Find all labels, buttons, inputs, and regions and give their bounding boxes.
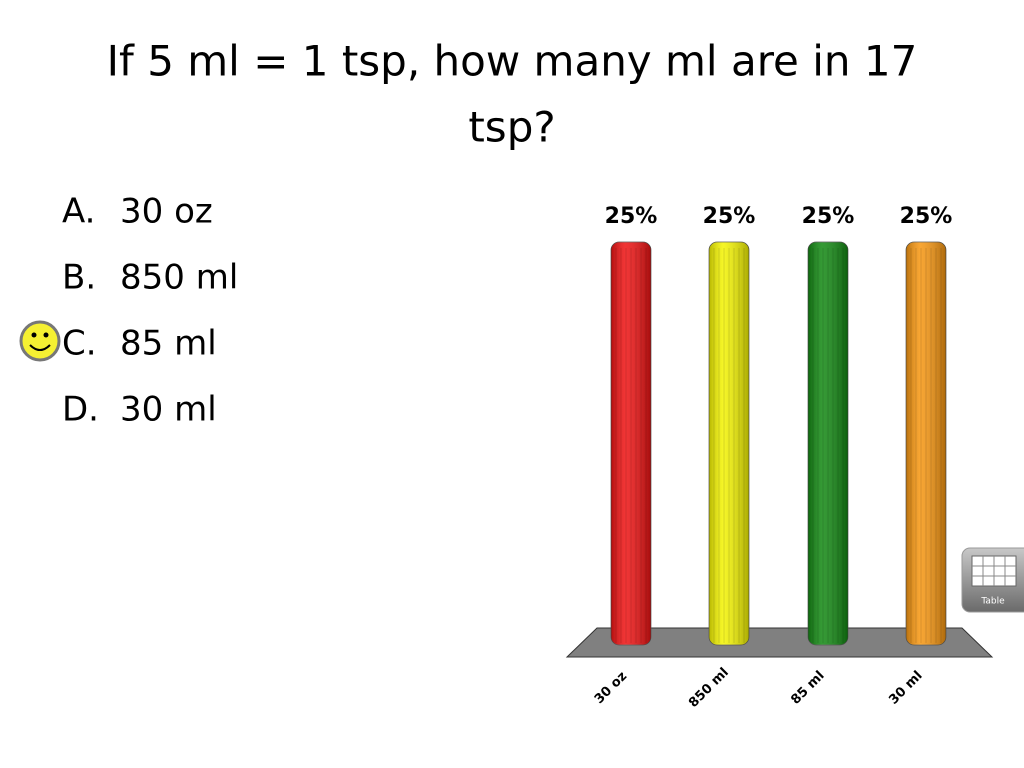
option-text: 30 ml: [120, 390, 217, 430]
chart-floor: [565, 627, 994, 658]
option-text: 850 ml: [120, 258, 238, 298]
slide-title: tsp?: [468, 103, 555, 152]
value-label: 25%: [605, 204, 658, 229]
x-tick-label: 30 ml: [886, 668, 925, 707]
x-tick-label: 85 ml: [788, 668, 827, 707]
slide-title: If 5 ml = 1 tsp, how many ml are in 17: [107, 37, 918, 86]
option-letter: B.: [62, 258, 96, 298]
table-icon-grid: [972, 556, 1016, 586]
bar-group: [610, 241, 652, 646]
value-label: 25%: [900, 204, 953, 229]
option-letter: C.: [62, 324, 97, 364]
smiley-eye: [43, 332, 49, 338]
bar-group: [905, 241, 947, 646]
bar-shade: [611, 242, 651, 645]
x-tick-label: 30 oz: [592, 669, 630, 707]
value-label: 25%: [802, 204, 855, 229]
table-button[interactable]: Table: [961, 547, 1024, 613]
button-label[interactable]: Table: [980, 597, 1005, 607]
option-letter: A.: [62, 192, 95, 232]
smiley-mouth: [29, 344, 51, 351]
bar-group: [708, 241, 750, 646]
smiley-face: [19, 320, 61, 362]
bar-shade: [906, 242, 946, 645]
x-tick-label: 850 ml: [686, 665, 732, 711]
value-label: 25%: [703, 204, 756, 229]
bar-group: [807, 241, 849, 646]
option-text: 30 oz: [120, 192, 213, 232]
bar-shade: [808, 242, 848, 645]
correct-marker: [19, 320, 61, 362]
bar-shade: [709, 242, 749, 645]
option-text: 85 ml: [120, 324, 217, 364]
option-letter: D.: [62, 390, 99, 430]
smiley-eye: [31, 332, 37, 338]
